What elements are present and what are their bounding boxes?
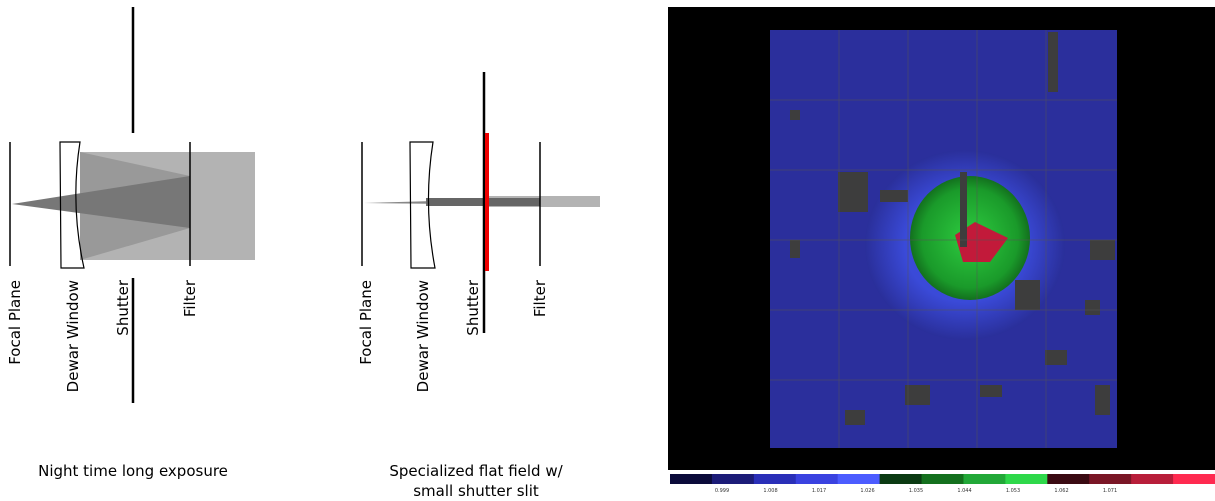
colorbar-segment — [670, 474, 712, 484]
caption: Night time long exposure — [38, 462, 228, 480]
colorbar-tick-label: 1.008 — [763, 488, 777, 494]
label: Shutter — [464, 279, 482, 336]
colorbar-segment — [796, 474, 838, 484]
colorbar-segment — [880, 474, 922, 484]
panel-night: Focal Plane Dewar Window Shutter Filter … — [6, 7, 255, 480]
colorbar-tick-label: 1.062 — [1054, 488, 1068, 494]
colorbar-tick-label: 0.999 — [715, 488, 729, 494]
label: Focal Plane — [6, 280, 24, 365]
colorbar-tick-label: 1.017 — [812, 488, 826, 494]
colorbar-segment — [754, 474, 796, 484]
colorbar-segment — [963, 474, 1005, 484]
colorbar-segment — [1089, 474, 1131, 484]
colorbar-tick-label: 1.035 — [909, 488, 923, 494]
colorbar-segment — [922, 474, 964, 484]
figure: Focal Plane Dewar Window Shutter Filter … — [0, 0, 1215, 501]
colorbar-segment — [1047, 474, 1089, 484]
label: Shutter — [114, 279, 132, 336]
caption: small shutter slit — [413, 482, 539, 500]
caption: Specialized flat field w/ — [389, 462, 563, 480]
label: Focal Plane — [357, 280, 375, 365]
colorbar-segment — [1005, 474, 1047, 484]
colorbar-segment — [838, 474, 880, 484]
label: Dewar Window — [64, 280, 82, 392]
colorbar: 0.999 1.008 1.017 1.026 1.035 1.044 1.053 1.062… — [670, 474, 1215, 494]
colorbar-segment — [712, 474, 754, 484]
label: Dewar Window — [414, 280, 432, 392]
colorbar-segment — [1131, 474, 1173, 484]
label: Filter — [531, 279, 549, 317]
panel-flat: Focal Plane Dewar Window Shutter Filter … — [357, 72, 600, 500]
colorbar-tick-label: 1.026 — [860, 488, 874, 494]
colorbar-tick-label: 1.053 — [1006, 488, 1020, 494]
label: Filter — [181, 279, 199, 317]
flat-image — [668, 7, 1215, 470]
colorbar-tick-label: 1.044 — [957, 488, 971, 494]
colorbar-segment — [1173, 474, 1215, 484]
colorbar-tick-label: 1.071 — [1103, 488, 1117, 494]
